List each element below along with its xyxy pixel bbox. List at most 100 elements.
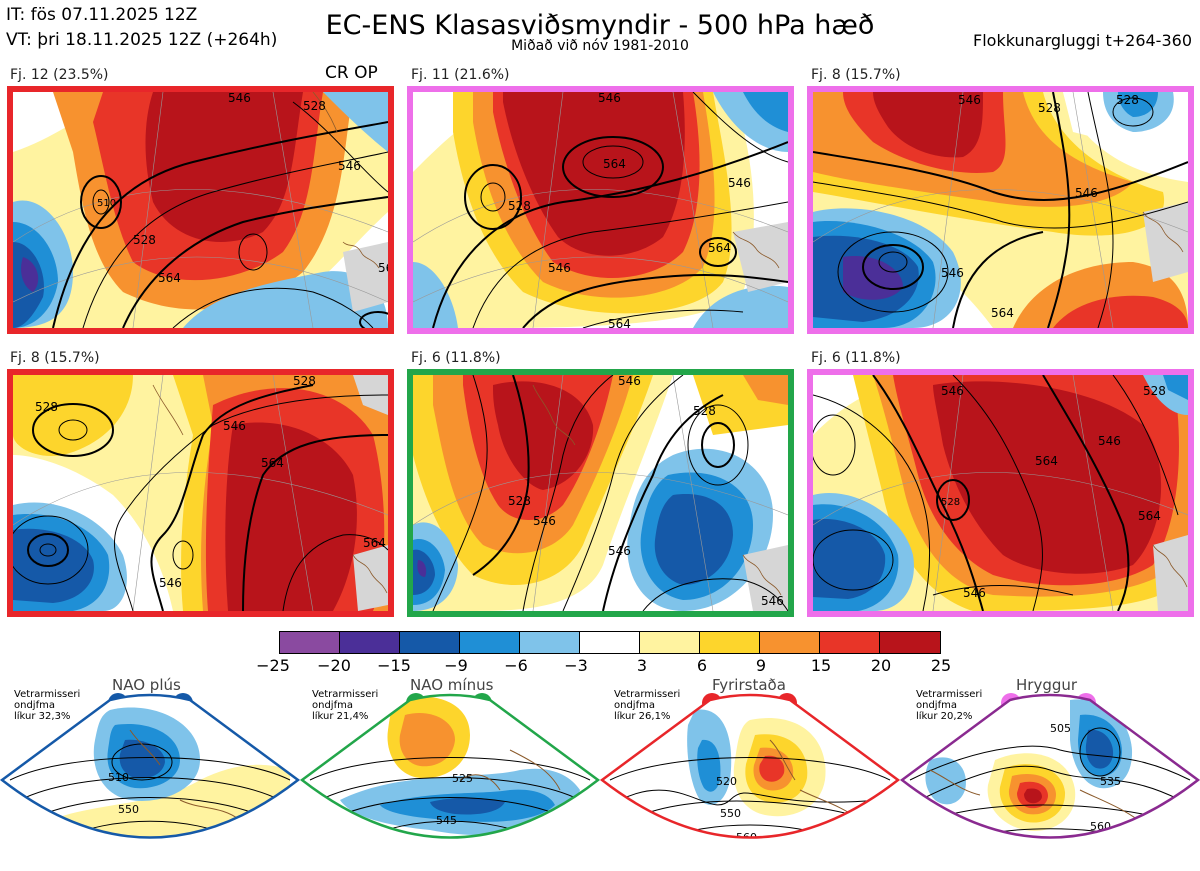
- panel-1-label: Fj. 12 (23.5%): [10, 67, 109, 83]
- regime-4-probability: líkur 20,2%: [916, 711, 973, 722]
- colorbar-tick-8: 6: [696, 656, 708, 675]
- panel-6-label: Fj. 6 (11.8%): [811, 350, 901, 366]
- regime-1-contour-1: 510: [108, 771, 129, 784]
- colorbar-swatch-11: [880, 632, 940, 653]
- regime-4-info: Vetrarmisseri ondjfma líkur 20,2%: [916, 689, 982, 722]
- colorbar-tick-5: −6: [504, 656, 528, 675]
- colorbar-swatch-8: [700, 632, 760, 653]
- p5-contour-label-4: 546: [533, 514, 556, 528]
- colorbar-tick-7: 3: [636, 656, 648, 675]
- p6-contour-label-7: 564: [1138, 509, 1161, 523]
- p5-contour-label-6: 546: [761, 594, 784, 608]
- regime-3-contour-2: 550: [720, 807, 741, 820]
- regime-2-contour-2: 545: [436, 814, 457, 827]
- panel-4-label: Fj. 8 (15.7%): [10, 350, 100, 366]
- panel-2-label: Fj. 11 (21.6%): [411, 67, 510, 83]
- p1-contour-label-7: 528: [303, 99, 326, 113]
- regime-1-info: Vetrarmisseri ondjfma líkur 32,3%: [14, 689, 80, 722]
- colorbar-swatch-5: [520, 632, 580, 653]
- cluster-map-5-field: 546 528 528 546 546 546: [413, 375, 788, 611]
- regime-3-probability: líkur 26,1%: [614, 711, 671, 722]
- p3-contour-label-1: 546: [958, 93, 981, 107]
- p2-contour-label-3: 546: [728, 176, 751, 190]
- p4-contour-label-3: 546: [223, 419, 246, 433]
- p4-contour-label-5: 546: [159, 576, 182, 590]
- anomaly-colorbar: [279, 631, 941, 654]
- regime-2-season: Vetrarmisseri: [312, 689, 379, 700]
- p3-contour-label-6: 528: [1116, 93, 1139, 107]
- p2-contour-label-7: 564: [608, 317, 631, 328]
- p3-contour-label-3: 546: [1075, 186, 1098, 200]
- regime-2-probability: líkur 21,4%: [312, 711, 369, 722]
- cluster-map-6-field: 546 528 546 564 546 528 564: [813, 375, 1188, 611]
- p6-contour-label-4: 564: [1035, 454, 1058, 468]
- colorbar-tick-10: 15: [810, 656, 832, 675]
- page-subtitle: Miðað við nóv 1981-2010: [511, 38, 689, 54]
- p1-contour-label-4: 564: [158, 271, 181, 285]
- regime-4-months: ondjfma: [916, 700, 957, 711]
- panel-3-label: Fj. 8 (15.7%): [811, 67, 901, 83]
- p2-contour-label-6: 564: [708, 241, 731, 255]
- cluster-map-6: 546 528 546 564 546 528 564: [807, 369, 1194, 617]
- regime-3-months: ondjfma: [614, 700, 655, 711]
- regime-1-probability: líkur 32,3%: [14, 711, 71, 722]
- regime-2-map: 525 545 565: [300, 693, 600, 862]
- regime-4-contour-1: 505: [1050, 722, 1071, 735]
- regime-2-info: Vetrarmisseri ondjfma líkur 21,4%: [312, 689, 378, 722]
- colorbar-tick-11: 20: [870, 656, 892, 675]
- regime-4-season: Vetrarmisseri: [916, 689, 983, 700]
- colorbar-swatch-3: [400, 632, 460, 653]
- p3-contour-label-5: 564: [991, 306, 1014, 320]
- colorbar-swatch-7: [640, 632, 700, 653]
- colorbar-tick-9: 9: [755, 656, 767, 675]
- colorbar-swatch-6: [580, 632, 640, 653]
- colorbar-tick-12: 25: [930, 656, 952, 675]
- regime-3-contour-1: 520: [716, 775, 737, 788]
- p4-contour-label-6: 564: [363, 536, 386, 550]
- regime-1-months: ondjfma: [14, 700, 55, 711]
- cluster-map-2: 546 564 546 528 546 564 564: [407, 86, 794, 334]
- p5-contour-label-2: 528: [693, 404, 716, 418]
- regime-4-title: Hryggur: [1016, 676, 1078, 694]
- p6-contour-label-3: 546: [1098, 434, 1121, 448]
- regime-1-season: Vetrarmisseri: [14, 689, 81, 700]
- p4-contour-label-4: 564: [261, 456, 284, 470]
- regime-3-title: Fyrirstaða: [712, 676, 786, 694]
- cluster-map-4-field: 528 528 546 564 546 564: [13, 375, 388, 611]
- colorbar-swatch-1: [280, 632, 340, 653]
- p2-contour-label-1: 546: [598, 92, 621, 105]
- colorbar-swatch-9: [760, 632, 820, 653]
- regime-4-contour-2: 535: [1100, 775, 1121, 788]
- classification-window: Flokkunargluggi t+264-360: [973, 31, 1192, 50]
- colorbar-tick-4: −9: [444, 656, 468, 675]
- p2-contour-label-5: 546: [548, 261, 571, 275]
- cluster-map-1-field: 528 546 546 564 510 564 528: [13, 92, 388, 328]
- regime-2-contour-3: 565: [446, 849, 467, 862]
- p6-contour-label-5: 546: [963, 586, 986, 600]
- p5-contour-label-5: 546: [608, 544, 631, 558]
- init-time: IT: fös 07.11.2025 12Z: [6, 5, 198, 25]
- p1-contour-label-1: 528: [133, 233, 156, 247]
- p1-contour-label-2: 546: [228, 92, 251, 105]
- regime-1-map: 510 550: [0, 693, 300, 839]
- p5-contour-label-1: 546: [618, 375, 641, 388]
- colorbar-swatch-4: [460, 632, 520, 653]
- p1-contour-label-3: 546: [338, 159, 361, 173]
- colorbar-swatch-10: [820, 632, 880, 653]
- p6-contour-label-2: 528: [1143, 384, 1166, 398]
- colorbar-tick-2: −20: [317, 656, 351, 675]
- page-title: EC-ENS Klasasviðsmyndir - 500 hPa hæð: [325, 10, 875, 41]
- regime-3-season: Vetrarmisseri: [614, 689, 681, 700]
- cluster-map-3-field: 546 528 546 546 564 528: [813, 92, 1188, 328]
- p4-contour-label-1: 528: [35, 400, 58, 414]
- cluster-map-2-field: 546 564 546 528 546 564 564: [413, 92, 788, 328]
- p1-contour-label-6: 564: [378, 261, 388, 275]
- regime-3-info: Vetrarmisseri ondjfma líkur 26,1%: [614, 689, 680, 722]
- regime-2-contour-1: 525: [452, 772, 473, 785]
- regime-4-map: 505 535 560: [900, 693, 1200, 839]
- regime-2-title: NAO mínus: [410, 676, 494, 694]
- p3-contour-label-4: 546: [941, 266, 964, 280]
- panel-5-label: Fj. 6 (11.8%): [411, 350, 501, 366]
- cluster-map-1: 528 546 546 564 510 564 528: [7, 86, 394, 334]
- p2-contour-label-2: 564: [603, 157, 626, 171]
